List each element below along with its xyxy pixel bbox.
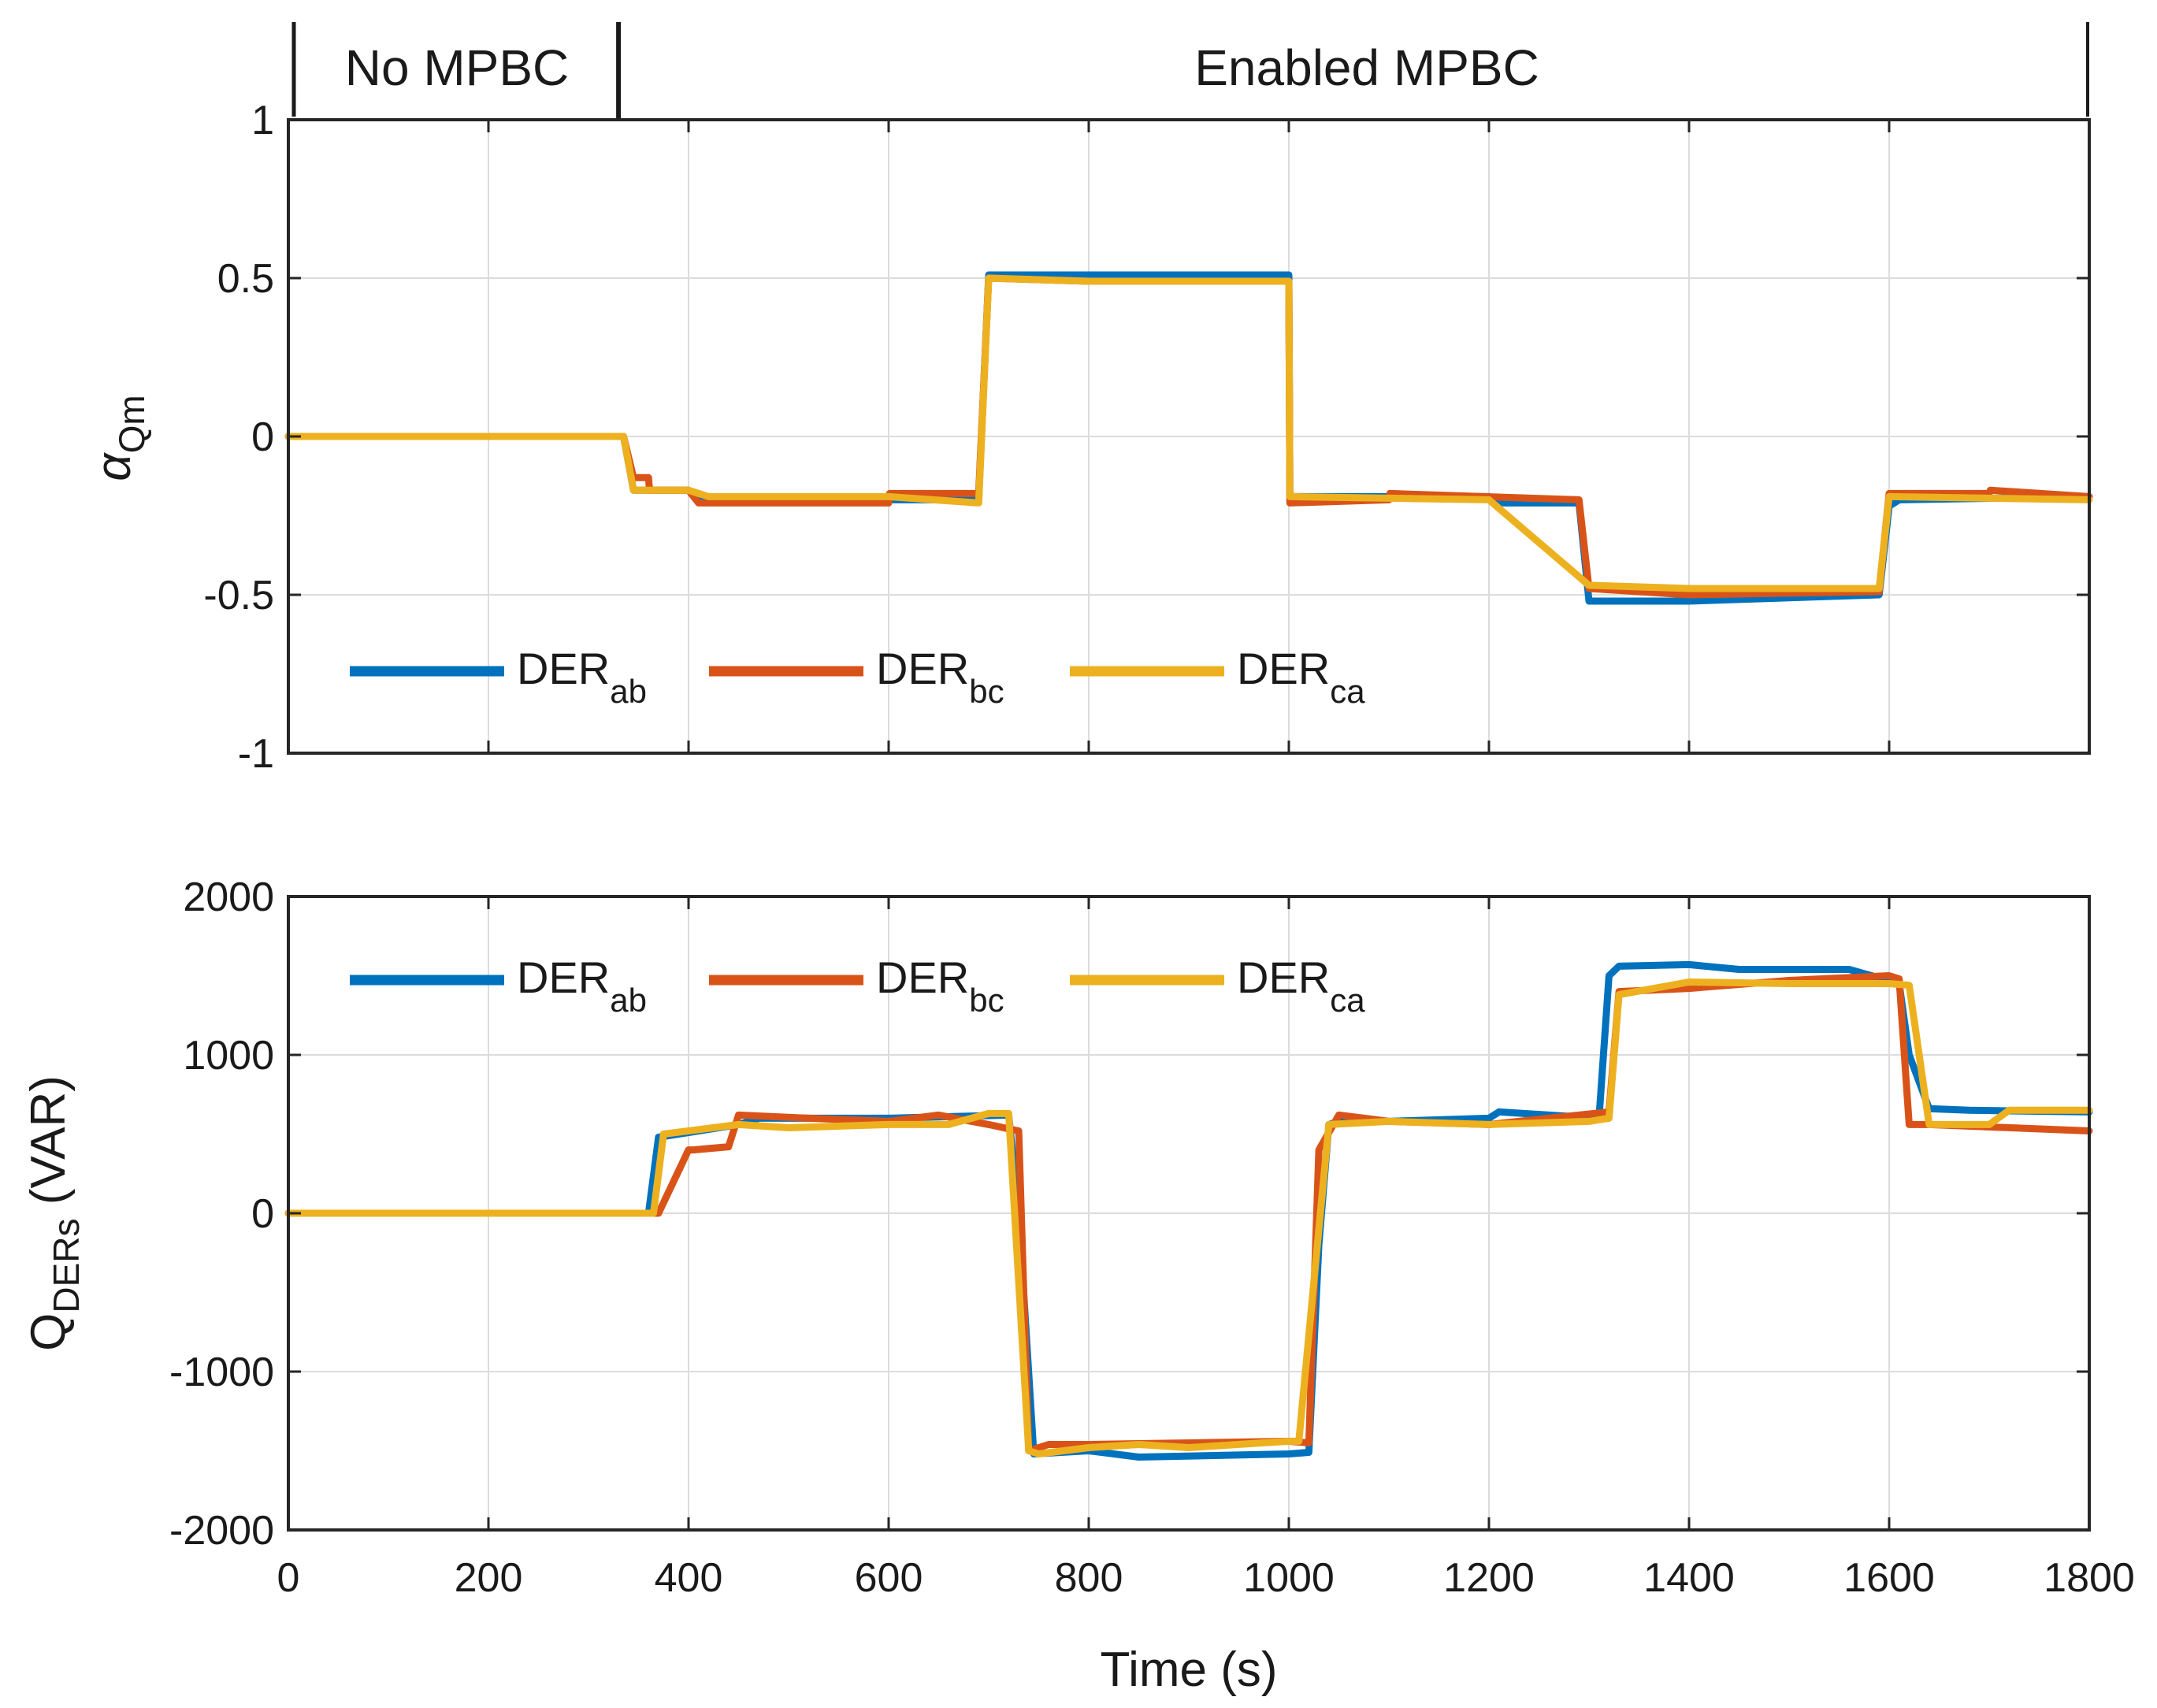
qders-xtick-label: 1400 xyxy=(1643,1555,1735,1601)
qders-line-der-ca xyxy=(284,978,2093,1457)
qders-xtick-label: 200 xyxy=(455,1555,523,1601)
alpha-ytick-label: -1 xyxy=(238,731,274,777)
qders-legend-bc-sub: bc xyxy=(969,982,1004,1019)
banner-label-no-mpbc: No MPBC xyxy=(345,39,570,96)
qders-ytick-labels: -2000 -1000 0 1000 2000 xyxy=(169,874,274,1554)
alpha-ytick-label: 1 xyxy=(251,98,274,143)
qders-xtick-label: 0 xyxy=(277,1555,300,1601)
alpha-series xyxy=(284,271,2093,605)
alpha-ylabel-base: α xyxy=(87,452,141,481)
qders-legend-ca-sub: ca xyxy=(1330,982,1365,1019)
qders-series xyxy=(284,960,2093,1461)
qders-ticks xyxy=(287,895,2091,1532)
alpha-ytick-label: -0.5 xyxy=(203,573,274,618)
qders-ylabel-suffix: (VAR) xyxy=(21,1075,76,1218)
qders-xtick-label: 1200 xyxy=(1443,1555,1535,1601)
qders-ylabel-sub: DERs xyxy=(46,1219,87,1313)
alpha-legend-bc-base: DER xyxy=(876,644,969,693)
qders-ylabel: QDERs (VAR) xyxy=(21,1075,87,1351)
alpha-ytick-label: 0 xyxy=(251,414,274,460)
alpha-legend-ca-base: DER xyxy=(1237,644,1330,693)
qders-ytick-label: 2000 xyxy=(183,874,274,920)
qders-xtick-label: 1000 xyxy=(1243,1555,1335,1601)
alpha-legend: DERab DERbc DERca xyxy=(350,644,1365,710)
alpha-legend-ab-sub: ab xyxy=(610,673,647,710)
alpha-legend-label-ab: DERab xyxy=(517,644,647,710)
qders-legend-label-ab: DERab xyxy=(517,952,647,1019)
qders-ytick-label: 0 xyxy=(251,1191,274,1237)
chart-alpha: -1-0.500.51 αQm DERab DERbc DERca xyxy=(87,98,2093,777)
qders-xtick-label: 1800 xyxy=(2044,1555,2135,1601)
qders-legend-label-bc: DERbc xyxy=(876,952,1004,1019)
alpha-legend-label-ca: DERca xyxy=(1237,644,1365,710)
qders-ylabel-base: Q xyxy=(21,1313,76,1351)
qders-ytick-label: 1000 xyxy=(183,1033,274,1079)
qders-legend-bc-base: DER xyxy=(876,952,969,1002)
qders-legend-ab-base: DER xyxy=(517,952,610,1002)
qders-xtick-labels: 0 200 400 600 800 1000 1200 1400 1600 1800 xyxy=(277,1555,2135,1601)
alpha-ylabel: αQm xyxy=(87,395,152,481)
qders-xtick-label: 400 xyxy=(655,1555,723,1601)
qders-xtick-label: 1600 xyxy=(1843,1555,1935,1601)
qders-ytick-label: -2000 xyxy=(169,1508,274,1554)
qders-xtick-label: 800 xyxy=(1055,1555,1123,1601)
alpha-ytick-labels: -1 -0.5 0 0.5 1 xyxy=(203,98,274,777)
alpha-legend-ca-sub: ca xyxy=(1330,673,1365,710)
alpha-ylabel-sub: Qm xyxy=(111,395,152,453)
mode-banner: No MPBC Enabled MPBC xyxy=(291,22,2089,118)
qders-xtick-label: 600 xyxy=(855,1555,923,1601)
qders-legend: DERab DERbc DERca xyxy=(350,952,1365,1019)
qders-ytick-label: -1000 xyxy=(169,1350,274,1395)
banner-label-enabled-mpbc: Enabled MPBC xyxy=(1194,39,1539,96)
qders-legend-ab-sub: ab xyxy=(610,982,647,1019)
alpha-line-der-ca xyxy=(284,274,2093,592)
alpha-ytick-label: 0.5 xyxy=(217,256,274,302)
alpha-ticks xyxy=(287,118,2091,755)
alpha-legend-bc-sub: bc xyxy=(969,673,1004,710)
alpha-legend-label-bc: DERbc xyxy=(876,644,1004,710)
chart-qders: -2000 -1000 0 1000 2000 0 200 400 600 800 1000 120… xyxy=(21,874,2135,1697)
qders-legend-label-ca: DERca xyxy=(1237,952,1365,1019)
qders-legend-ca-base: DER xyxy=(1237,952,1330,1002)
qders-xlabel: Time (s) xyxy=(1101,1643,1278,1697)
alpha-legend-ab-base: DER xyxy=(517,644,610,693)
